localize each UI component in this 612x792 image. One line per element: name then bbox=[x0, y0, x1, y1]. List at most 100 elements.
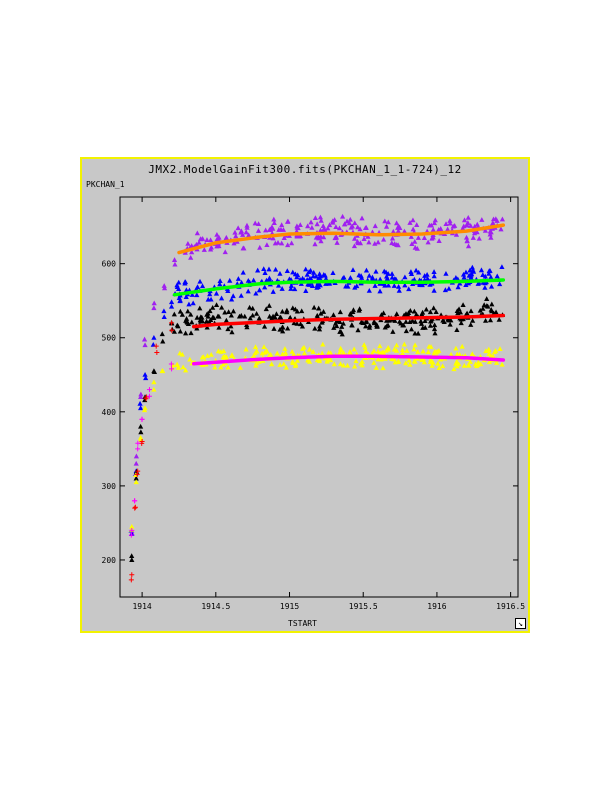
data-point bbox=[377, 276, 383, 282]
data-point bbox=[142, 342, 148, 348]
data-point bbox=[186, 301, 192, 307]
data-point bbox=[280, 227, 287, 232]
data-point bbox=[282, 349, 289, 355]
data-point bbox=[307, 267, 314, 273]
data-point bbox=[482, 317, 489, 323]
data-point bbox=[345, 283, 351, 289]
data-point bbox=[218, 364, 224, 370]
data-point bbox=[252, 350, 258, 356]
data-point bbox=[370, 275, 376, 281]
data-point bbox=[194, 325, 200, 331]
data-point bbox=[406, 286, 412, 292]
data-point bbox=[319, 350, 325, 356]
data-point bbox=[392, 241, 398, 246]
data-point bbox=[428, 344, 434, 349]
data-point bbox=[359, 215, 365, 221]
data-point bbox=[138, 394, 144, 399]
data-point bbox=[487, 317, 494, 323]
data-point bbox=[223, 354, 229, 359]
data-point bbox=[220, 361, 226, 367]
data-point bbox=[318, 238, 324, 244]
data-point bbox=[288, 286, 294, 291]
data-point bbox=[330, 219, 336, 225]
x-tick-label: 1915 bbox=[280, 602, 299, 611]
data-point bbox=[246, 232, 252, 238]
data-point bbox=[465, 214, 471, 220]
data-point bbox=[204, 237, 210, 242]
data-point bbox=[182, 280, 188, 286]
data-point bbox=[257, 244, 263, 250]
data-point bbox=[472, 223, 478, 229]
data-point bbox=[396, 318, 403, 324]
data-point bbox=[263, 227, 269, 233]
data-point bbox=[277, 362, 283, 367]
data-point bbox=[361, 236, 367, 241]
data-point bbox=[316, 305, 322, 311]
data-point bbox=[402, 274, 408, 280]
data-point bbox=[359, 275, 365, 280]
data-point bbox=[286, 276, 293, 282]
data-point bbox=[171, 311, 177, 317]
data-point bbox=[185, 308, 191, 314]
data-point bbox=[314, 221, 320, 227]
data-point bbox=[280, 324, 286, 330]
data-point bbox=[264, 242, 270, 248]
data-point bbox=[432, 348, 438, 354]
data-point bbox=[367, 322, 373, 328]
data-point bbox=[340, 362, 347, 368]
data-point bbox=[431, 269, 437, 274]
data-point bbox=[168, 299, 175, 305]
data-point bbox=[301, 350, 308, 356]
chart-canvas: 1914 1914.5 1915 1915.5 1916 1916.5 200 300 400 5… bbox=[102, 196, 525, 611]
data-point bbox=[294, 357, 300, 363]
data-point bbox=[141, 407, 148, 413]
data-point bbox=[205, 310, 211, 316]
data-point bbox=[216, 324, 222, 330]
data-point bbox=[187, 356, 193, 362]
data-point bbox=[355, 327, 361, 333]
data-point bbox=[283, 364, 289, 370]
data-point bbox=[128, 532, 134, 538]
data-point bbox=[423, 306, 429, 312]
data-point bbox=[443, 271, 449, 276]
y-tick-label: 600 bbox=[102, 260, 117, 269]
data-point bbox=[339, 331, 345, 337]
data-point bbox=[332, 235, 338, 241]
data-point bbox=[131, 498, 137, 504]
data-point bbox=[252, 220, 258, 226]
data-point bbox=[413, 267, 419, 273]
data-point bbox=[389, 271, 395, 276]
data-point bbox=[204, 324, 210, 330]
data-point bbox=[414, 222, 420, 227]
data-point bbox=[180, 364, 186, 370]
data-point bbox=[448, 351, 454, 357]
data-point bbox=[347, 311, 353, 316]
data-point bbox=[132, 504, 138, 510]
data-point bbox=[276, 227, 282, 232]
data-point bbox=[296, 233, 302, 239]
data-point bbox=[407, 361, 413, 367]
data-point bbox=[455, 310, 461, 316]
data-point bbox=[375, 348, 381, 354]
data-point bbox=[321, 234, 327, 240]
data-point bbox=[230, 293, 236, 299]
data-point bbox=[307, 358, 313, 364]
data-point bbox=[371, 320, 377, 326]
data-point bbox=[297, 222, 303, 228]
resize-corner-icon[interactable]: ↘ bbox=[515, 618, 526, 629]
data-point bbox=[494, 273, 500, 279]
data-point bbox=[317, 282, 323, 288]
data-point bbox=[168, 361, 174, 367]
data-point bbox=[412, 342, 418, 348]
data-point bbox=[316, 276, 322, 281]
data-point bbox=[250, 305, 256, 311]
data-point bbox=[129, 527, 135, 533]
data-point bbox=[395, 224, 401, 229]
data-point bbox=[268, 351, 274, 357]
data-point bbox=[411, 276, 417, 282]
data-point bbox=[408, 326, 415, 332]
data-point bbox=[447, 321, 453, 327]
data-point bbox=[403, 311, 409, 316]
data-point bbox=[238, 279, 245, 285]
data-point bbox=[428, 317, 434, 323]
